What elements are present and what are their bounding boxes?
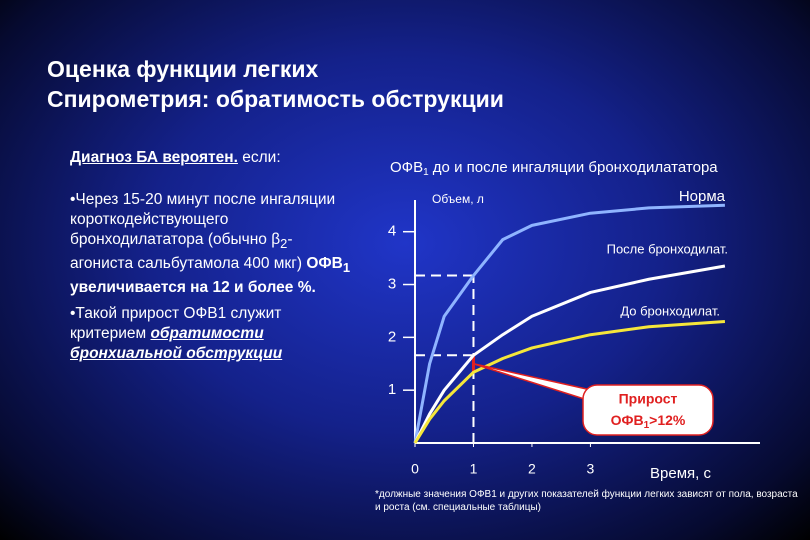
callout-text: ОФВ1>12% (611, 412, 686, 431)
heading: Диагноз БА вероятен. (70, 149, 238, 166)
subscript: 2 (280, 236, 288, 252)
series-label: После бронходилат. (607, 241, 728, 256)
bullet: •Такой прирост ОФВ1 служит критерием обр… (70, 304, 355, 364)
slide-title: Оценка функции легких (47, 56, 319, 82)
x-tick-label: 1 (470, 461, 478, 477)
x-tick-label: 2 (528, 461, 536, 477)
y-axis-label: Объем, л (432, 192, 484, 206)
series-line (413, 320, 726, 444)
text: >12% (649, 412, 686, 428)
subscript: 1 (423, 167, 429, 178)
text: -агониста сальбутамола 400 мкг) (70, 231, 307, 273)
y-tick-label: 2 (388, 328, 396, 345)
bullet: •Через 15-20 минут после ингаляции корот… (70, 190, 355, 298)
x-tick-label: 0 (411, 461, 419, 477)
text: обратимости бронхиальной обструкции (70, 325, 283, 363)
text: увеличивается на 12 и более %. (70, 279, 316, 297)
text: ОФВ (611, 412, 644, 428)
callout-text: Прирост (619, 391, 678, 407)
subscript: 1 (342, 260, 351, 276)
slide-title: Спирометрия: обратимость обструкции (47, 86, 504, 112)
series-label: Норма (679, 188, 726, 205)
series-line (413, 264, 726, 444)
subscript: 1 (644, 420, 650, 431)
series-line (413, 203, 725, 444)
x-tick-label: 3 (587, 461, 595, 477)
text: •Такой прирост ОФВ1 служит критерием (70, 305, 282, 343)
footnote: *должные значения ОФВ1 и других показате… (375, 489, 798, 513)
y-tick-label: 3 (388, 275, 396, 292)
callout-pointer (473, 363, 601, 406)
heading-suffix: если: (242, 149, 281, 166)
callout-box (582, 384, 714, 436)
y-tick-label: 1 (388, 381, 396, 398)
x-axis-label: Время, с (650, 465, 711, 482)
text-block: Диагноз БА вероятен. если: •Через 15-20 … (70, 148, 355, 370)
text: ОФВ (306, 255, 343, 273)
text: •Через 15-20 минут после ингаляции корот… (70, 191, 336, 248)
text: до и после ингаляции бронходилататора (429, 159, 719, 176)
text: ОФВ (390, 159, 423, 176)
chart-title: ОФВ1 до и после ингаляции бронходилатато… (390, 159, 718, 178)
series-label: До бронходилат. (620, 303, 720, 318)
y-tick-label: 4 (388, 223, 396, 240)
